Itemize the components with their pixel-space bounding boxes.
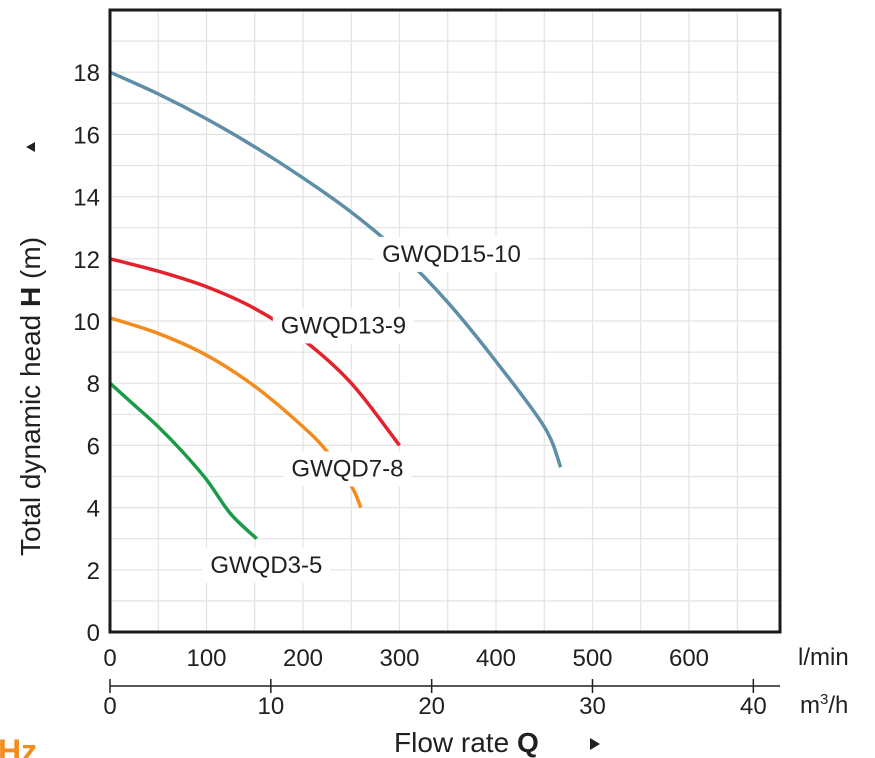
x2-tick-label: 10 — [257, 693, 284, 720]
x-tick-label: 600 — [669, 645, 709, 672]
x-unit-m3h-exponent: 3 — [820, 691, 828, 708]
curve-label-gwqd7-8: GWQD7-8 — [291, 456, 403, 483]
y-tick-label: 0 — [87, 620, 100, 647]
y-tick-label: 6 — [87, 433, 100, 460]
curve-label-gwqd3-5: GWQD3-5 — [210, 552, 322, 579]
curve-label-background — [202, 547, 331, 583]
x-tick-label: 200 — [283, 645, 323, 672]
x-tick-label: 400 — [476, 645, 516, 672]
curve-gwqd13-9 — [109, 257, 401, 447]
x-axis-title: Flow rate Q — [394, 727, 539, 758]
x-axis-tick-labels-lmin: 0 100 200 300 400 500 600 — [103, 645, 709, 672]
x-axis-arrow-icon — [590, 738, 600, 750]
curve-label-gwqd15-10: GWQD15-10 — [382, 241, 521, 268]
curve-labels: GWQD15-10 GWQD13-9 GWQD7-8 GWQD3-5 — [202, 236, 529, 583]
brand-logo-fragment: Hz — [0, 733, 37, 758]
y-axis-title-symbol: H — [15, 287, 46, 307]
curve-gwqd15-10 — [109, 70, 563, 468]
curve-label-background — [272, 308, 415, 344]
y-axis-title-unit: (m) — [15, 237, 46, 287]
y-tick-label: 8 — [87, 371, 100, 398]
y-axis-title-text: Total dynamic head — [15, 307, 46, 556]
x2-tick-label: 0 — [103, 693, 116, 720]
x-unit-lmin: l/min — [798, 644, 849, 671]
y-axis-title: Total dynamic head H (m) — [15, 237, 46, 556]
curve-label-background — [283, 451, 412, 487]
curve-gwqd3-5 — [108, 381, 258, 540]
x-tick-label: 100 — [186, 645, 226, 672]
x-axis-title-symbol: Q — [517, 727, 539, 758]
y-tick-label: 18 — [73, 60, 100, 87]
x2-tick-label: 30 — [579, 693, 606, 720]
y-axis-arrow-icon — [26, 142, 35, 152]
plot-frame — [108, 8, 782, 634]
x-unit-m3h-tail: /h — [828, 692, 848, 719]
x-unit-m3h-base: m — [800, 692, 820, 719]
x2-tick-label: 20 — [418, 693, 445, 720]
secondary-x-axis: 0 10 20 30 40 — [103, 679, 780, 720]
y-tick-label: 12 — [73, 247, 100, 274]
y-axis-title-group: Total dynamic head H (m) — [15, 142, 46, 556]
curve-label-background — [374, 236, 529, 272]
x-unit-m3h: m3/h — [800, 691, 848, 719]
y-tick-label: 14 — [73, 185, 100, 212]
y-axis-tick-labels: 0 2 4 6 8 10 12 14 16 18 — [73, 60, 100, 647]
curve-label-gwqd13-9: GWQD13-9 — [281, 312, 406, 339]
x-axis-title-text: Flow rate — [394, 727, 517, 758]
y-tick-label: 10 — [73, 309, 100, 336]
y-tick-label: 4 — [87, 496, 100, 523]
y-tick-label: 2 — [87, 558, 100, 585]
x2-tick-label: 40 — [740, 693, 767, 720]
x-tick-label: 0 — [103, 645, 116, 672]
grid-lines — [110, 10, 780, 632]
y-tick-label: 16 — [73, 122, 100, 149]
x-tick-label: 500 — [572, 645, 612, 672]
x-tick-label: 300 — [379, 645, 419, 672]
